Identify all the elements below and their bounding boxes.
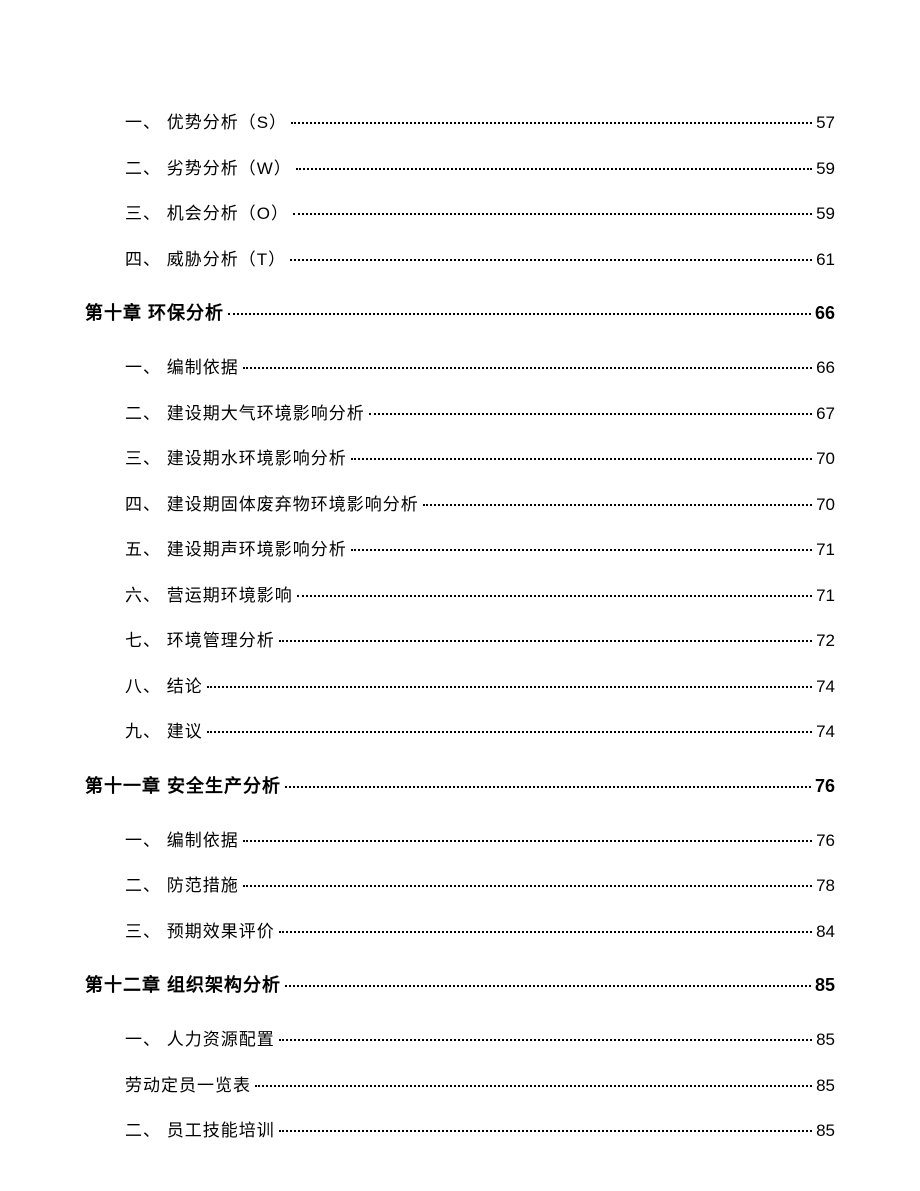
toc-entry-label: 二、 防范措施 bbox=[125, 873, 239, 899]
toc-section-entry: 二、 劣势分析（W） 59 bbox=[85, 156, 835, 182]
toc-dot-leader bbox=[279, 1039, 812, 1041]
toc-entry-label: 第十二章 组织架构分析 bbox=[85, 972, 281, 999]
toc-chapter-entry: 第十二章 组织架构分析 85 bbox=[85, 972, 835, 999]
toc-entry-label: 七、 环境管理分析 bbox=[125, 628, 275, 654]
toc-entry-label: 三、 预期效果评价 bbox=[125, 919, 275, 945]
toc-section-entry: 二、 防范措施 78 bbox=[85, 873, 835, 899]
toc-entry-page: 59 bbox=[816, 201, 835, 227]
toc-section-entry: 一、 优势分析（S） 57 bbox=[85, 110, 835, 136]
toc-entry-label: 第十章 环保分析 bbox=[85, 300, 224, 327]
toc-dot-leader bbox=[243, 885, 812, 887]
toc-dot-leader bbox=[255, 1085, 812, 1087]
toc-section-entry: 一、 人力资源配置 85 bbox=[85, 1027, 835, 1053]
table-of-contents: 一、 优势分析（S） 57 二、 劣势分析（W） 59 三、 机会分析（O） 59 四、 威… bbox=[85, 110, 835, 1144]
toc-entry-page: 71 bbox=[816, 583, 835, 609]
toc-entry-page: 85 bbox=[815, 972, 835, 999]
toc-entry-page: 70 bbox=[816, 492, 835, 518]
toc-section-entry: 一、 编制依据 76 bbox=[85, 828, 835, 854]
toc-entry-page: 84 bbox=[816, 919, 835, 945]
toc-entry-page: 67 bbox=[816, 401, 835, 427]
toc-entry-label: 三、 机会分析（O） bbox=[125, 201, 289, 227]
toc-dot-leader bbox=[279, 1130, 812, 1132]
toc-entry-page: 66 bbox=[816, 355, 835, 381]
toc-dot-leader bbox=[228, 313, 811, 315]
toc-entry-label: 二、 员工技能培训 bbox=[125, 1118, 275, 1144]
toc-dot-leader bbox=[423, 504, 812, 506]
toc-entry-label: 第十一章 安全生产分析 bbox=[85, 773, 281, 800]
toc-dot-leader bbox=[243, 840, 812, 842]
toc-entry-page: 85 bbox=[816, 1118, 835, 1144]
toc-entry-label: 一、 人力资源配置 bbox=[125, 1027, 275, 1053]
toc-dot-leader bbox=[296, 168, 812, 170]
toc-dot-leader bbox=[291, 122, 812, 124]
toc-dot-leader bbox=[285, 985, 811, 987]
toc-dot-leader bbox=[207, 686, 812, 688]
toc-dot-leader bbox=[285, 786, 811, 788]
toc-entry-label: 四、 建设期固体废弃物环境影响分析 bbox=[125, 492, 419, 518]
toc-dot-leader bbox=[243, 367, 812, 369]
toc-entry-label: 九、 建议 bbox=[125, 719, 203, 745]
toc-entry-label: 五、 建设期声环境影响分析 bbox=[125, 537, 347, 563]
toc-entry-page: 74 bbox=[816, 719, 835, 745]
toc-chapter-entry: 第十章 环保分析 66 bbox=[85, 300, 835, 327]
toc-section-entry: 二、 建设期大气环境影响分析 67 bbox=[85, 401, 835, 427]
toc-dot-leader bbox=[290, 259, 812, 261]
toc-dot-leader bbox=[293, 213, 812, 215]
toc-entry-page: 66 bbox=[815, 300, 835, 327]
toc-entry-page: 74 bbox=[816, 674, 835, 700]
toc-section-entry: 三、 建设期水环境影响分析 70 bbox=[85, 446, 835, 472]
toc-section-entry: 劳动定员一览表 85 bbox=[85, 1073, 835, 1099]
toc-entry-page: 57 bbox=[816, 110, 835, 136]
toc-dot-leader bbox=[207, 731, 812, 733]
toc-entry-page: 59 bbox=[816, 156, 835, 182]
toc-dot-leader bbox=[279, 931, 812, 933]
toc-chapter-entry: 第十一章 安全生产分析 76 bbox=[85, 773, 835, 800]
toc-entry-page: 76 bbox=[815, 773, 835, 800]
toc-section-entry: 四、 威胁分析（T） 61 bbox=[85, 247, 835, 273]
toc-dot-leader bbox=[351, 458, 812, 460]
toc-dot-leader bbox=[369, 413, 812, 415]
toc-entry-page: 78 bbox=[816, 873, 835, 899]
toc-section-entry: 三、 机会分析（O） 59 bbox=[85, 201, 835, 227]
toc-section-entry: 五、 建设期声环境影响分析 71 bbox=[85, 537, 835, 563]
toc-section-entry: 七、 环境管理分析 72 bbox=[85, 628, 835, 654]
toc-entry-label: 劳动定员一览表 bbox=[125, 1073, 251, 1099]
toc-entry-page: 85 bbox=[816, 1073, 835, 1099]
toc-section-entry: 九、 建议 74 bbox=[85, 719, 835, 745]
toc-entry-label: 一、 编制依据 bbox=[125, 355, 239, 381]
toc-dot-leader bbox=[279, 640, 812, 642]
toc-section-entry: 二、 员工技能培训 85 bbox=[85, 1118, 835, 1144]
toc-entry-label: 八、 结论 bbox=[125, 674, 203, 700]
toc-section-entry: 八、 结论 74 bbox=[85, 674, 835, 700]
toc-section-entry: 一、 编制依据 66 bbox=[85, 355, 835, 381]
toc-dot-leader bbox=[297, 595, 812, 597]
toc-section-entry: 四、 建设期固体废弃物环境影响分析 70 bbox=[85, 492, 835, 518]
toc-section-entry: 六、 营运期环境影响 71 bbox=[85, 583, 835, 609]
toc-entry-page: 61 bbox=[816, 247, 835, 273]
toc-entry-label: 三、 建设期水环境影响分析 bbox=[125, 446, 347, 472]
toc-entry-page: 85 bbox=[816, 1027, 835, 1053]
toc-entry-page: 71 bbox=[816, 537, 835, 563]
toc-entry-label: 一、 优势分析（S） bbox=[125, 110, 287, 136]
toc-entry-label: 一、 编制依据 bbox=[125, 828, 239, 854]
toc-dot-leader bbox=[351, 549, 812, 551]
toc-entry-page: 72 bbox=[816, 628, 835, 654]
toc-entry-label: 二、 建设期大气环境影响分析 bbox=[125, 401, 365, 427]
toc-entry-label: 二、 劣势分析（W） bbox=[125, 156, 292, 182]
toc-entry-page: 70 bbox=[816, 446, 835, 472]
toc-entry-page: 76 bbox=[816, 828, 835, 854]
toc-entry-label: 四、 威胁分析（T） bbox=[125, 247, 286, 273]
toc-entry-label: 六、 营运期环境影响 bbox=[125, 583, 293, 609]
toc-section-entry: 三、 预期效果评价 84 bbox=[85, 919, 835, 945]
